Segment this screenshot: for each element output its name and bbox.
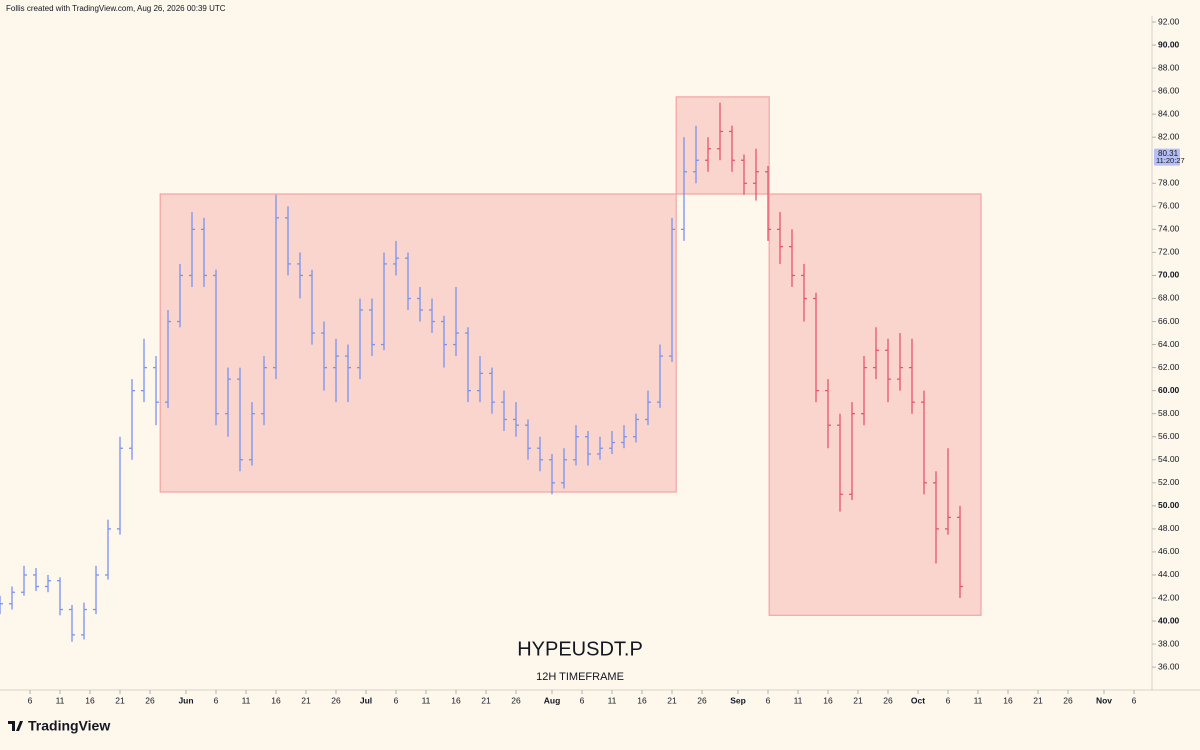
x-tick-label: 26 xyxy=(697,695,707,705)
x-tick-label: 11 xyxy=(794,695,803,705)
zone-box xyxy=(159,193,677,493)
y-tick-label: 40.00 xyxy=(1158,615,1180,625)
y-tick-label: 38.00 xyxy=(1158,638,1180,648)
x-tick-label: 16 xyxy=(451,695,461,705)
y-tick-label: 64.00 xyxy=(1158,339,1180,349)
y-tick-label: 62.00 xyxy=(1158,362,1180,372)
y-tick-label: 46.00 xyxy=(1158,546,1180,556)
x-tick-label: 21 xyxy=(853,695,863,705)
x-tick-label: 16 xyxy=(271,695,281,705)
x-tick-label: 11 xyxy=(56,695,65,705)
y-tick-label: 78.00 xyxy=(1158,178,1180,188)
last-price: 80.31 xyxy=(1158,149,1179,158)
y-tick-label: 50.00 xyxy=(1158,500,1180,510)
x-tick-label: 21 xyxy=(301,695,311,705)
x-tick-label: Jun xyxy=(178,695,193,705)
y-tick-label: 92.00 xyxy=(1158,16,1180,26)
y-tick-label: 60.00 xyxy=(1158,385,1180,395)
x-tick-label: 26 xyxy=(145,695,155,705)
y-tick-label: 66.00 xyxy=(1158,316,1180,326)
x-tick-label: 11 xyxy=(608,695,617,705)
x-tick-label: 26 xyxy=(1063,695,1073,705)
y-tick-label: 82.00 xyxy=(1158,131,1180,141)
zone-box xyxy=(768,193,982,616)
x-tick-label: 21 xyxy=(481,695,491,705)
y-tick-label: 68.00 xyxy=(1158,293,1180,303)
y-tick-label: 52.00 xyxy=(1158,477,1180,487)
x-tick-label: Aug xyxy=(544,695,561,705)
x-tick-label: Nov xyxy=(1096,695,1112,705)
x-tick-label: Oct xyxy=(911,695,925,705)
x-tick-label: 26 xyxy=(883,695,893,705)
x-tick-label: Sep xyxy=(730,695,746,705)
x-tick-label: 6 xyxy=(766,695,771,705)
y-tick-label: 58.00 xyxy=(1158,408,1180,418)
y-tick-label: 56.00 xyxy=(1158,431,1180,441)
y-tick-label: 90.00 xyxy=(1158,39,1180,49)
last-price-countdown: 11:20:27 xyxy=(1156,156,1185,165)
y-tick-label: 76.00 xyxy=(1158,201,1180,211)
credit: Follis created with TradingView.com, Aug… xyxy=(6,4,226,13)
last-price-box xyxy=(1154,148,1180,166)
y-tick-label: 84.00 xyxy=(1158,108,1180,118)
y-tick-label: 42.00 xyxy=(1158,592,1180,602)
y-tick-label: 86.00 xyxy=(1158,85,1180,95)
x-tick-label: 11 xyxy=(422,695,431,705)
x-tick-label: 16 xyxy=(85,695,95,705)
x-tick-label: 6 xyxy=(28,695,33,705)
y-tick-label: 36.00 xyxy=(1158,661,1180,671)
zone-box xyxy=(675,96,770,195)
x-tick-label: 11 xyxy=(242,695,251,705)
x-tick-label: 11 xyxy=(974,695,983,705)
logo: TradingView xyxy=(8,718,110,734)
y-tick-label: 70.00 xyxy=(1158,270,1180,280)
chart-title: HYPEUSDT.P xyxy=(517,638,643,660)
chart-subtitle: 12H TIMEFRAME xyxy=(536,671,624,683)
y-tick-label: 74.00 xyxy=(1158,224,1180,234)
x-tick-label: 6 xyxy=(1132,695,1137,705)
x-tick-label: 16 xyxy=(1003,695,1013,705)
x-tick-label: 6 xyxy=(394,695,399,705)
y-tick-label: 54.00 xyxy=(1158,454,1180,464)
x-tick-label: 21 xyxy=(115,695,125,705)
y-tick-label: 44.00 xyxy=(1158,569,1180,579)
x-tick-label: 6 xyxy=(946,695,951,705)
x-tick-label: Jul xyxy=(360,695,372,705)
x-tick-label: 16 xyxy=(823,695,833,705)
y-tick-label: 48.00 xyxy=(1158,523,1180,533)
x-tick-label: 26 xyxy=(331,695,341,705)
logo-text: TradingView xyxy=(28,718,110,734)
x-tick-label: 21 xyxy=(1033,695,1043,705)
y-tick-label: 88.00 xyxy=(1158,62,1180,72)
x-tick-label: 21 xyxy=(667,695,677,705)
logo-icon xyxy=(8,721,23,731)
y-tick-label: 72.00 xyxy=(1158,247,1180,257)
x-tick-label: 26 xyxy=(511,695,521,705)
x-tick-label: 16 xyxy=(637,695,647,705)
x-tick-label: 6 xyxy=(580,695,585,705)
x-tick-label: 6 xyxy=(214,695,219,705)
